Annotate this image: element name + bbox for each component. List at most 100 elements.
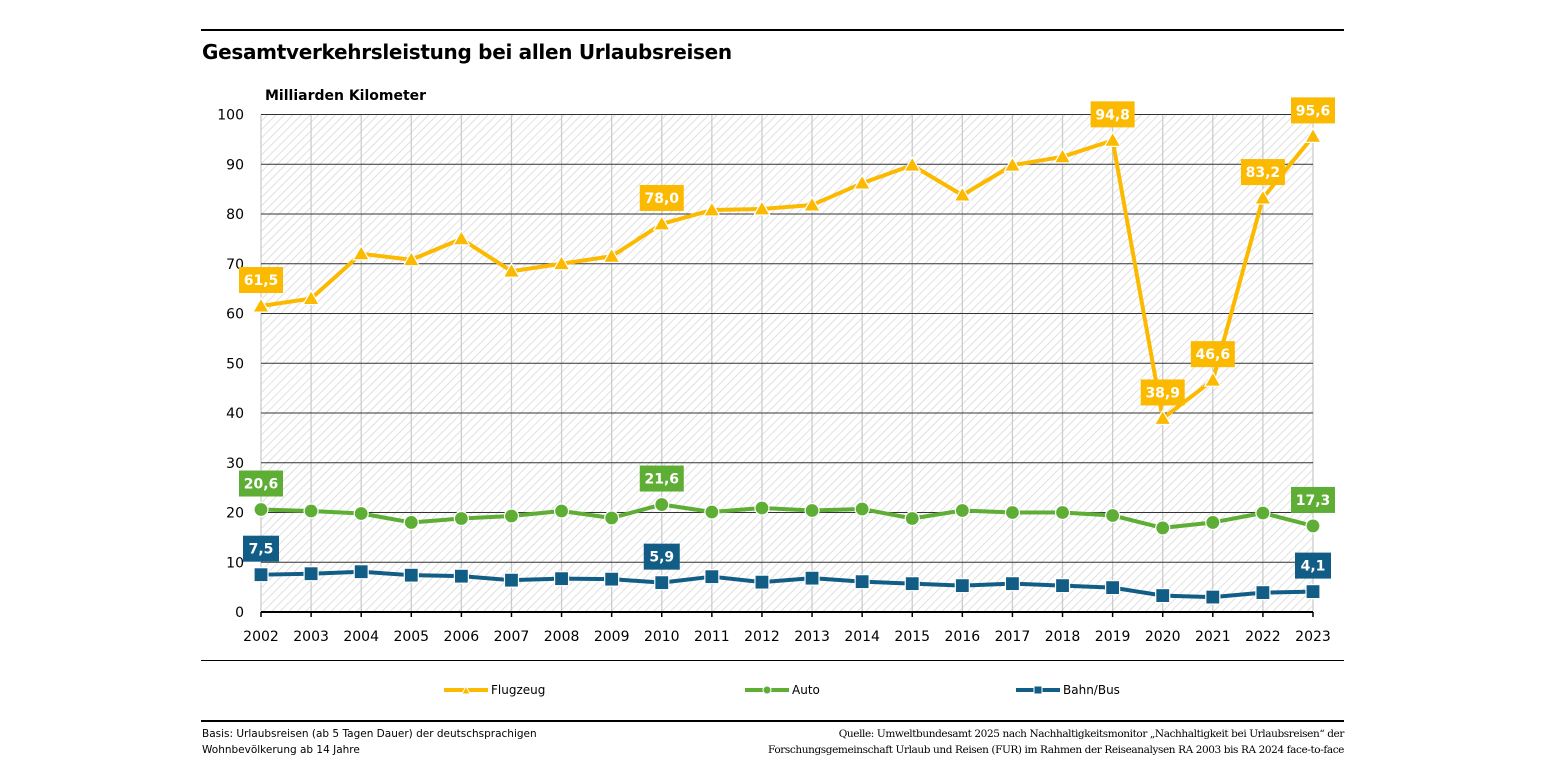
square-marker bbox=[1305, 584, 1321, 600]
basis-line: Wohnbevölkerung ab 14 Jahre bbox=[202, 744, 360, 756]
triangle-marker-icon bbox=[444, 685, 488, 695]
x-axis bbox=[260, 611, 1314, 617]
square-marker bbox=[604, 571, 620, 587]
data-label-box bbox=[243, 535, 279, 562]
circle-marker bbox=[604, 510, 620, 526]
triangle-marker bbox=[352, 244, 371, 261]
data-label: 95,6 bbox=[1296, 103, 1331, 119]
triangle-marker bbox=[953, 185, 972, 202]
data-label-box bbox=[643, 543, 680, 570]
series-line-auto bbox=[260, 502, 1314, 530]
data-label: 4,1 bbox=[1301, 559, 1326, 575]
legend: Flugzeug Auto Bahn/Bus bbox=[0, 683, 1545, 699]
x-tick-label: 2021 bbox=[1195, 629, 1231, 645]
legend-label: Auto bbox=[792, 683, 820, 697]
basis-line: Basis: Urlaubsreisen (ab 5 Tagen Dauer) … bbox=[202, 728, 537, 740]
circle-marker bbox=[1305, 518, 1321, 534]
data-labels-group: 61,5 78,0 94,8 38,9 46,6 83,2 95,6 20,6 21,6 17,3… bbox=[239, 97, 1335, 579]
data-label-box bbox=[1090, 101, 1135, 128]
circle-marker bbox=[1155, 520, 1171, 536]
square-marker bbox=[1155, 587, 1171, 604]
circle-marker bbox=[1255, 505, 1271, 521]
circle-marker bbox=[654, 496, 670, 513]
source-line: Quelle: Umweltbundesamt 2025 nach Nachha… bbox=[838, 728, 1345, 740]
data-label: 61,5 bbox=[244, 273, 279, 289]
triangle-marker bbox=[1103, 131, 1122, 147]
source-line: Forschungsgemeinschaft Urlaub und Reisen… bbox=[768, 744, 1344, 756]
legend-item-auto: Auto bbox=[745, 683, 820, 697]
data-label: 17,3 bbox=[1296, 493, 1331, 509]
triangle-marker bbox=[1153, 409, 1172, 426]
data-label: 78,0 bbox=[644, 191, 679, 207]
data-label: 20,6 bbox=[244, 477, 279, 493]
legend-item-flugzeug: Flugzeug bbox=[444, 683, 545, 697]
square-marker bbox=[1004, 576, 1021, 592]
triangle-marker bbox=[452, 229, 471, 246]
circle-marker bbox=[1205, 514, 1221, 531]
x-tick-label: 2003 bbox=[293, 629, 329, 645]
legend-label: Flugzeug bbox=[491, 683, 546, 697]
triangle-marker bbox=[1003, 156, 1022, 172]
square-marker bbox=[804, 570, 820, 586]
circle-marker bbox=[804, 502, 820, 519]
x-tick-label: 2013 bbox=[794, 629, 830, 645]
legend-divider bbox=[201, 660, 1344, 661]
square-marker bbox=[253, 567, 269, 583]
square-marker bbox=[854, 574, 870, 590]
legend-label: Bahn/Bus bbox=[1063, 683, 1120, 697]
triangle-marker bbox=[602, 247, 621, 263]
x-axis-tick-labels: 2002 2003 2004 2005 2006 2007 2008 2009 2010 2011… bbox=[243, 629, 1331, 645]
circle-marker bbox=[904, 510, 920, 527]
triangle-marker bbox=[1303, 127, 1323, 143]
x-tick-label: 2012 bbox=[744, 629, 780, 645]
x-tick-label: 2005 bbox=[393, 629, 429, 645]
source-note: Quelle: Umweltbundesamt 2025 nach Nachha… bbox=[644, 726, 1344, 758]
data-label: 38,9 bbox=[1145, 385, 1180, 401]
data-label-box bbox=[639, 184, 684, 211]
triangle-marker bbox=[1203, 370, 1222, 387]
legend-item-bahn-bus: Bahn/Bus bbox=[1016, 683, 1120, 697]
circle-marker bbox=[1105, 507, 1121, 524]
square-marker bbox=[654, 575, 670, 591]
data-label-box bbox=[1240, 159, 1285, 186]
y-tick-label: 80 bbox=[226, 207, 244, 223]
data-label-box bbox=[239, 267, 283, 294]
triangle-marker bbox=[1253, 188, 1272, 205]
triangle-marker bbox=[803, 195, 822, 212]
circle-marker bbox=[403, 514, 419, 531]
x-tick-label: 2002 bbox=[243, 629, 279, 645]
y-tick-label: 0 bbox=[235, 605, 244, 621]
series-line-flugzeug bbox=[260, 135, 1315, 421]
circle-marker bbox=[353, 505, 369, 522]
triangle-marker bbox=[752, 199, 771, 216]
circle-marker bbox=[303, 503, 319, 519]
square-marker bbox=[303, 566, 319, 582]
x-tick-label: 2007 bbox=[494, 629, 530, 645]
square-marker bbox=[754, 574, 770, 590]
data-label-box bbox=[639, 465, 684, 492]
x-tick-label: 2011 bbox=[694, 629, 730, 645]
triangle-marker bbox=[402, 250, 421, 267]
data-label-box bbox=[1291, 97, 1335, 124]
footer-rule bbox=[201, 720, 1344, 722]
x-tick-label: 2006 bbox=[444, 629, 480, 645]
square-marker bbox=[1054, 578, 1071, 594]
square-marker bbox=[403, 567, 419, 583]
circle-marker bbox=[1054, 504, 1071, 521]
basis-note: Basis: Urlaubsreisen (ab 5 Tagen Dauer) … bbox=[202, 726, 602, 758]
x-tick-label: 2019 bbox=[1095, 629, 1131, 645]
x-tick-label: 2015 bbox=[894, 629, 930, 645]
data-label: 46,6 bbox=[1196, 347, 1231, 363]
square-marker bbox=[353, 564, 369, 580]
top-rule bbox=[201, 29, 1344, 31]
chart-title: Gesamtverkehrsleistung bei allen Urlaubs… bbox=[202, 40, 732, 64]
data-label-box bbox=[1140, 379, 1185, 406]
data-label: 94,8 bbox=[1095, 107, 1130, 123]
data-label: 7,5 bbox=[249, 542, 274, 558]
triangle-marker bbox=[1053, 147, 1072, 164]
data-label-box bbox=[1295, 552, 1331, 579]
y-tick-label: 10 bbox=[226, 555, 244, 571]
circle-marker bbox=[553, 503, 570, 519]
circle-marker bbox=[754, 500, 770, 516]
